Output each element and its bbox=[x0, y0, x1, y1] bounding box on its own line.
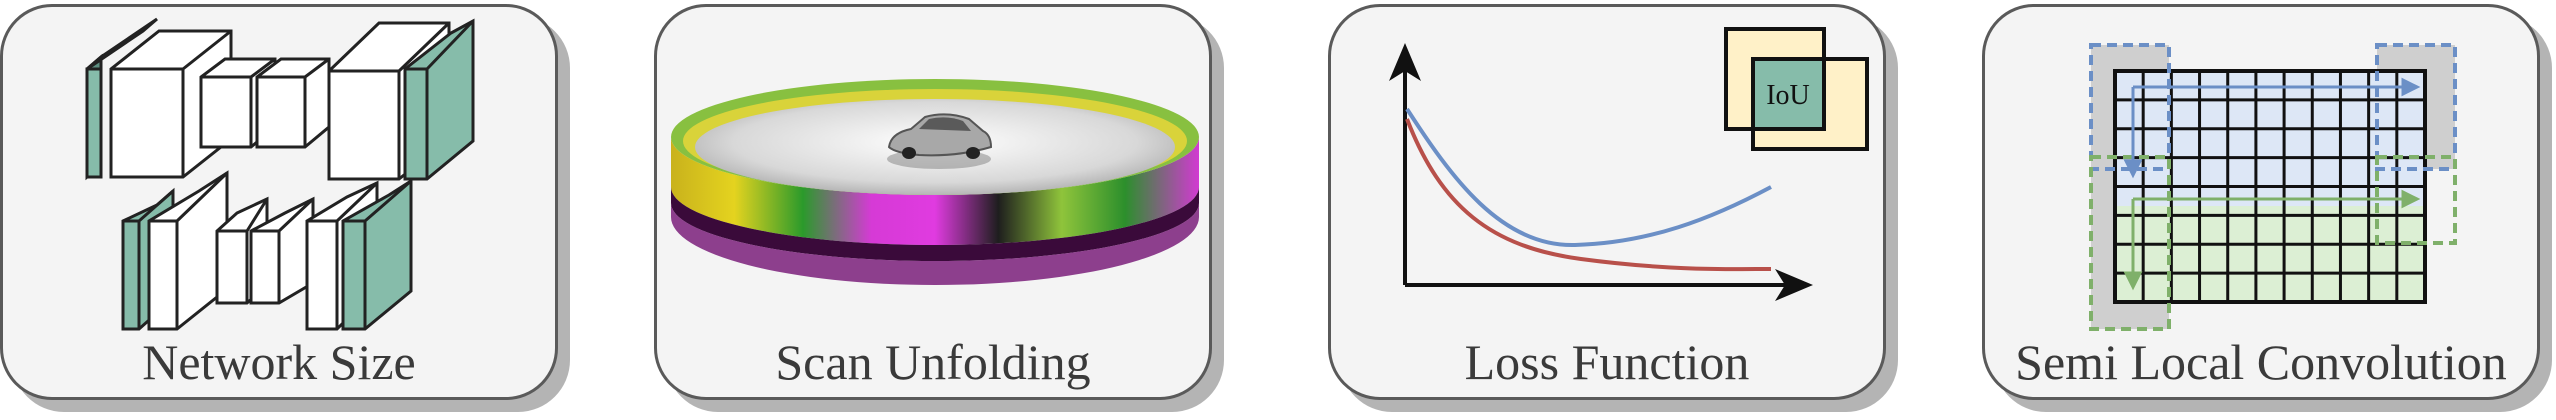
slide-arrows-blue bbox=[2123, 77, 2421, 179]
iou-label: IoU bbox=[1766, 80, 1810, 111]
semi-local-convolution-illustration bbox=[2089, 43, 2457, 331]
kernel-box-green-left bbox=[2089, 155, 2171, 331]
kernel-box-blue-right bbox=[2375, 43, 2457, 171]
grid-top-half bbox=[2115, 71, 2425, 206]
network-size-illustration bbox=[85, 17, 475, 331]
caption-scan-unfolding: Scan Unfolding bbox=[775, 334, 1091, 390]
iou-icon: IoU bbox=[1724, 27, 1869, 151]
loss-curve-blue bbox=[1405, 107, 1772, 248]
scan-ring-band bbox=[671, 137, 1199, 245]
decoder-blocks bbox=[121, 170, 413, 331]
loss-function-illustration: IoU bbox=[1389, 27, 1869, 301]
caption-loss-function: Loss Function bbox=[1464, 334, 1750, 390]
grid-bottom-half bbox=[2115, 206, 2425, 302]
convolution-grid bbox=[2115, 71, 2425, 302]
loss-curve-red bbox=[1405, 118, 1772, 272]
panel-scan-unfolding: Scan Unfolding bbox=[654, 4, 1212, 400]
panel-semi-local-convolution: Semi Local Convolution bbox=[1982, 4, 2540, 400]
car-icon bbox=[887, 113, 993, 169]
panel-loss-function: IoU Loss Function bbox=[1328, 4, 1886, 400]
panel-network-size: Network Size bbox=[0, 4, 558, 400]
kernel-box-green-right bbox=[2375, 155, 2457, 245]
caption-semi-local-convolution: Semi Local Convolution bbox=[2015, 334, 2507, 390]
slide-arrows-green bbox=[2123, 189, 2421, 291]
loss-axes bbox=[1389, 43, 1813, 301]
caption-network-size: Network Size bbox=[142, 334, 416, 390]
scan-unfolding-illustration bbox=[671, 79, 1199, 285]
encoder-blocks bbox=[85, 17, 475, 181]
